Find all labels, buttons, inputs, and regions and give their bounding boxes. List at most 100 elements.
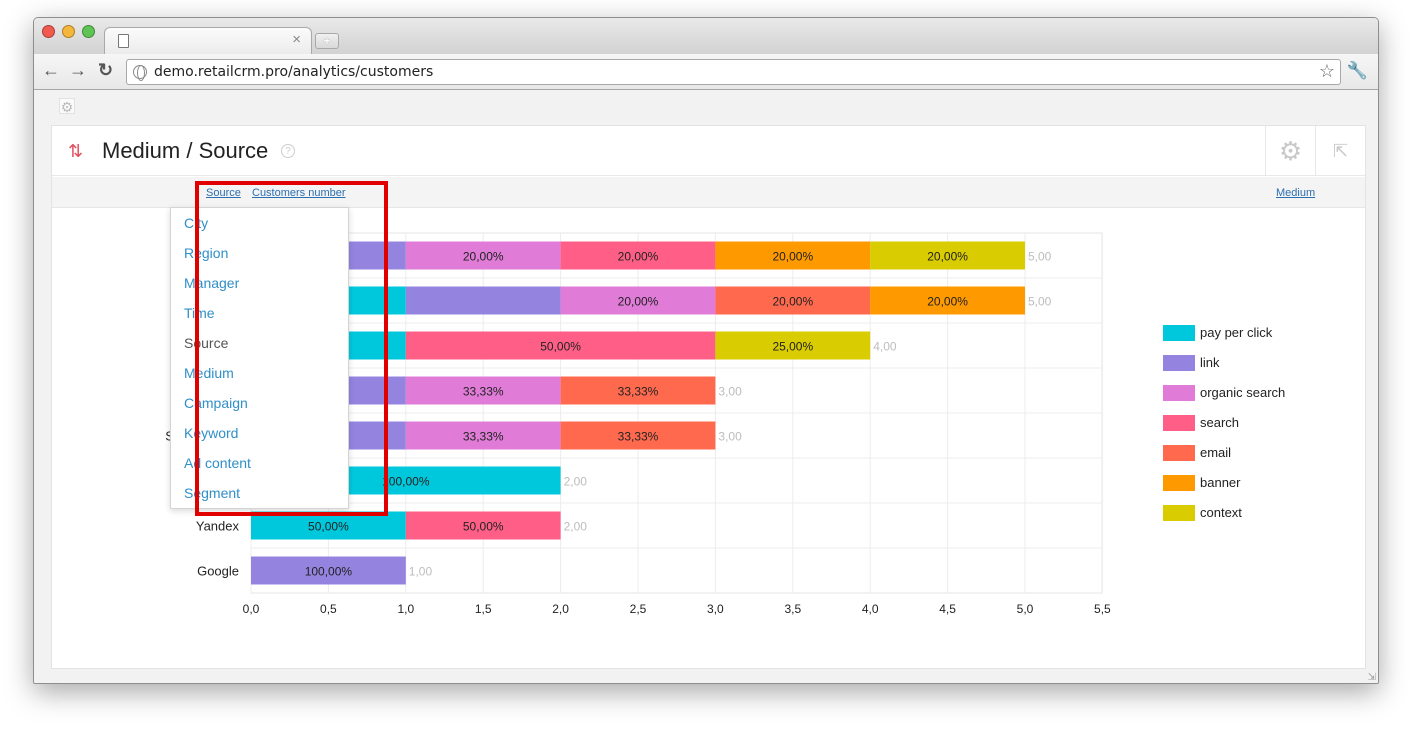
bar-segment — [560, 241, 716, 270]
settings-gear-button[interactable]: ⚙ — [1265, 126, 1315, 176]
bar-value-label: 20,00% — [618, 250, 659, 264]
forward-icon[interactable]: → — [69, 60, 87, 80]
minimize-window-button[interactable] — [62, 25, 75, 38]
legend-label: context — [1200, 505, 1242, 520]
bar-segment — [560, 376, 716, 405]
bar-total-label: 5,00 — [1028, 295, 1052, 309]
source-filter-link[interactable]: Source — [206, 187, 241, 199]
bar-segment — [405, 241, 561, 270]
legend-label: email — [1200, 445, 1232, 460]
highlight-box — [195, 181, 388, 516]
bar-value-label: 20,00% — [772, 295, 813, 309]
legend-label: link — [1200, 355, 1220, 370]
bar-segment — [715, 286, 871, 315]
bar-total-label: 4,00 — [873, 340, 897, 354]
bar-segment — [405, 511, 561, 540]
category-label: Yandex — [196, 519, 240, 534]
fullscreen-expand-icon[interactable]: ⇱ — [1315, 126, 1365, 176]
globe-icon — [133, 65, 147, 81]
title-bar: × + — [34, 18, 1378, 54]
bar-value-label: 50,00% — [463, 520, 504, 534]
x-tick-label: 0,0 — [243, 602, 260, 616]
medium-filter-link[interactable]: Medium — [1276, 187, 1316, 199]
legend-label: search — [1200, 415, 1240, 430]
bar-segment — [405, 331, 716, 360]
dropdown-option[interactable]: Ad content — [184, 455, 251, 471]
panel-header: ⇅ Medium / Source ? ⚙ ⇱ — [52, 126, 1365, 176]
bar-value-label: 100,00% — [305, 565, 353, 579]
x-tick-label: 2,0 — [552, 602, 569, 616]
legend-swatch — [1163, 325, 1195, 341]
bar-value-label: 20,00% — [772, 250, 813, 264]
x-tick-label: 3,0 — [707, 602, 724, 616]
help-icon[interactable]: ? — [281, 144, 295, 158]
legend-swatch — [1163, 415, 1195, 431]
panel-title: Medium / Source — [102, 138, 269, 163]
bar-segment — [251, 556, 406, 585]
url-text: demo.retailcrm.pro/analytics/customers — [154, 64, 434, 80]
x-tick-label: 0,5 — [320, 602, 337, 616]
legend-swatch — [1163, 445, 1195, 461]
page-icon — [118, 34, 129, 48]
address-bar[interactable]: demo.retailcrm.pro/analytics/customers ☆ — [126, 59, 1341, 85]
page-settings-icon[interactable]: ⚙ — [59, 98, 75, 115]
zoom-window-button[interactable] — [82, 25, 95, 38]
legend-label: pay per click — [1200, 325, 1273, 340]
dropdown-option[interactable]: Campaign — [184, 395, 248, 411]
back-icon[interactable]: ← — [42, 60, 60, 80]
bar-value-label: 33,33% — [463, 430, 504, 444]
bar-segment — [870, 241, 1025, 270]
x-tick-label: 5,0 — [1017, 602, 1034, 616]
bar-value-label: 33,33% — [618, 385, 659, 399]
x-tick-label: 1,5 — [475, 602, 492, 616]
x-tick-label: 4,5 — [939, 602, 956, 616]
bar-segment — [870, 286, 1025, 315]
browser-tab[interactable]: × — [104, 27, 312, 54]
bar-value-label: 20,00% — [463, 250, 504, 264]
bar-value-label: 33,33% — [463, 385, 504, 399]
x-tick-label: 1,0 — [397, 602, 414, 616]
bar-value-label: 20,00% — [618, 295, 659, 309]
bar-value-label: 20,00% — [927, 250, 968, 264]
x-tick-label: 4,0 — [862, 602, 879, 616]
bar-segment — [560, 286, 716, 315]
reload-icon[interactable]: ↻ — [98, 60, 114, 80]
dropdown-option[interactable]: Time — [184, 305, 215, 321]
bar-segment — [560, 421, 716, 450]
close-window-button[interactable] — [42, 25, 55, 38]
bar-value-label: 20,00% — [927, 295, 968, 309]
x-tick-label: 2,5 — [630, 602, 647, 616]
bar-segment — [405, 286, 561, 315]
legend-label: banner — [1200, 475, 1241, 490]
bar-segment — [405, 421, 561, 450]
legend-swatch — [1163, 385, 1195, 401]
customers-number-link[interactable]: Customers number — [252, 187, 346, 199]
legend-swatch — [1163, 355, 1195, 371]
bar-total-label: 2,00 — [564, 520, 588, 534]
bar-value-label: 25,00% — [772, 340, 813, 354]
x-tick-label: 5,5 — [1094, 602, 1111, 616]
bar-segment — [715, 241, 871, 270]
legend-swatch — [1163, 505, 1195, 521]
bar-value-label: 100,00% — [382, 475, 430, 489]
bar-segment — [251, 511, 406, 540]
new-tab-button[interactable]: + — [315, 33, 339, 49]
x-tick-label: 3,5 — [784, 602, 801, 616]
bar-total-label: 3,00 — [718, 430, 742, 444]
bar-total-label: 3,00 — [718, 385, 742, 399]
bar-segment — [405, 376, 561, 405]
wrench-icon[interactable]: 🔧 — [1346, 61, 1368, 80]
legend-swatch — [1163, 475, 1195, 491]
browser-toolbar: ← → ↻ demo.retailcrm.pro/analytics/custo… — [34, 54, 1378, 90]
bar-total-label: 1,00 — [409, 565, 433, 579]
bookmark-star-icon[interactable]: ☆ — [1318, 61, 1335, 81]
resize-grip-icon[interactable]: ⇲ — [1367, 672, 1376, 683]
bar-total-label: 5,00 — [1028, 250, 1052, 264]
category-label: Google — [197, 564, 239, 579]
tab-close-icon[interactable]: × — [292, 31, 301, 48]
legend-label: organic search — [1200, 385, 1286, 400]
bar-total-label: 2,00 — [564, 475, 588, 489]
bar-value-label: 50,00% — [540, 340, 581, 354]
bar-value-label: 50,00% — [308, 520, 349, 534]
